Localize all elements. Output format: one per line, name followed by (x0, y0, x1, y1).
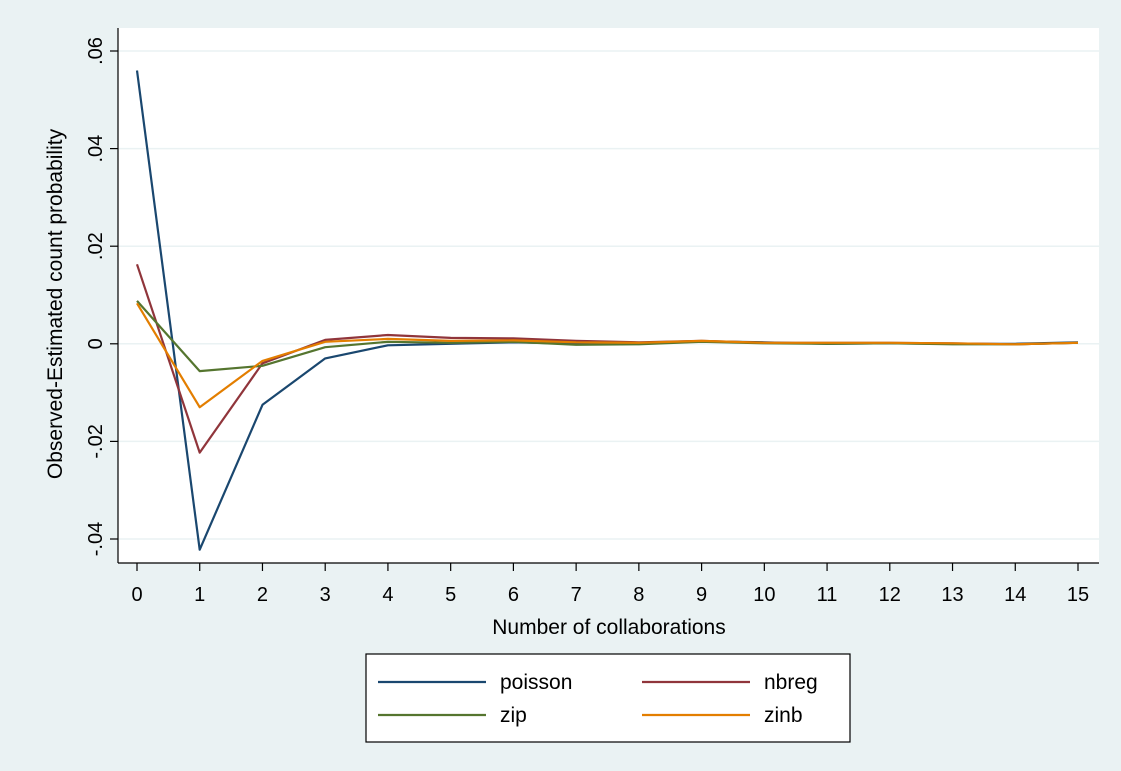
y-tick-label: 0 (85, 338, 107, 349)
series-lines (135, 70, 1079, 551)
x-tick-label: 2 (257, 584, 268, 606)
x-tick-label: 14 (1004, 584, 1026, 606)
y-tick-label: -.04 (85, 522, 107, 556)
y-tick-label: .06 (85, 37, 107, 65)
x-tick-label: 8 (633, 584, 644, 606)
x-tick-label: 11 (817, 584, 838, 606)
x-tick-label: 9 (696, 584, 707, 606)
y-axis-title: Observed-Estimated count probability (44, 128, 67, 479)
y-tick-label: .04 (85, 135, 107, 163)
legend-box (365, 653, 851, 743)
y-tick-label: -.02 (85, 424, 107, 458)
legend-label-zinb: zinb (764, 704, 803, 727)
x-tick-label: 3 (320, 584, 331, 606)
x-tick-label: 12 (879, 584, 901, 606)
plot-area (118, 28, 1099, 563)
y-tick-label: .02 (85, 232, 107, 260)
axes: -.04-.020.02.04.060 1 2 3 4 5 6 7 8 9 10 11 12 13 14 15 (85, 28, 1099, 606)
legend-label-poisson: poisson (500, 671, 572, 694)
x-axis-title: Number of collaborations (492, 616, 725, 639)
x-tick-label: 6 (508, 584, 519, 606)
x-tick-label: 7 (571, 584, 582, 606)
legend-label-nbreg: nbreg (764, 671, 818, 694)
x-tick-label: 13 (941, 584, 963, 606)
legend: poisson nbreg zip zinb (365, 653, 851, 743)
x-tick-label: 5 (445, 584, 456, 606)
series-line-zinb (136, 302, 1079, 409)
x-tick-label: 10 (753, 584, 775, 606)
legend-label-zip: zip (500, 704, 527, 727)
x-tick-label: 4 (382, 584, 393, 606)
x-tick-label: 15 (1067, 584, 1089, 606)
x-tick-label: 1 (194, 584, 205, 606)
x-tick-label: 0 (131, 584, 142, 606)
